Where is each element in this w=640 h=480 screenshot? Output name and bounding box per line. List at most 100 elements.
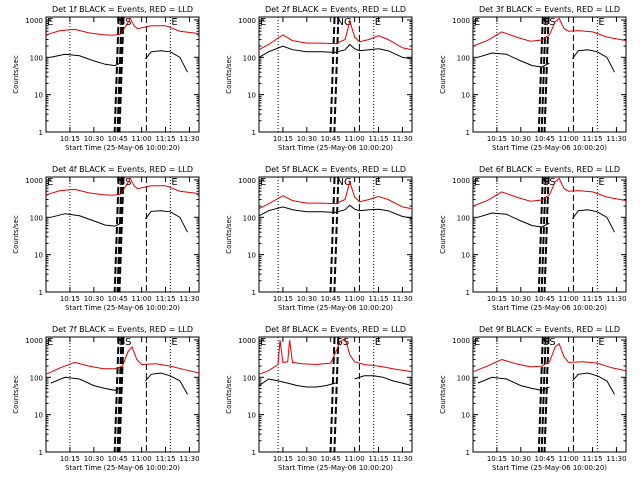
event-dashed-line	[329, 336, 336, 453]
y-axis-label: Counts/sec	[225, 55, 233, 94]
x-tick-label: 11:15	[155, 135, 175, 143]
x-tick-label: 10:45	[321, 455, 341, 463]
y-tick-label: 100	[30, 214, 43, 222]
x-tick-label: 11:00	[132, 295, 152, 303]
x-tick-label: 10:15	[60, 295, 80, 303]
event-marker-label: E	[47, 177, 53, 188]
event-dashed-line	[540, 176, 547, 293]
detector-panel: Det 8f BLACK = Events, RED = LLD 1 10 100 10…	[225, 325, 413, 472]
events-series-line	[477, 52, 550, 68]
y-tick-label: 1000	[452, 17, 470, 25]
event-dashed-line	[333, 16, 340, 133]
x-tick-label: 10:30	[297, 295, 317, 303]
y-axis-label: Counts/sec	[439, 375, 447, 414]
y-tick-label: 1	[466, 289, 470, 297]
x-tick-label: 11:00	[559, 295, 579, 303]
y-tick-label: 10	[461, 252, 470, 260]
y-axis-label: Counts/sec	[439, 215, 447, 254]
detector-panel: Det 5f BLACK = Events, RED = LLD 1 10 100 10…	[225, 165, 413, 312]
event-marker-label: E	[375, 177, 381, 188]
x-tick-label: 11:00	[559, 135, 579, 143]
plot-frame	[45, 176, 200, 293]
x-tick-label: 11:15	[582, 455, 602, 463]
x-tick-label: 11:30	[179, 135, 199, 143]
x-tick-label: 10:15	[273, 455, 293, 463]
event-marker-label: E	[598, 337, 604, 348]
y-tick-label: 100	[243, 374, 256, 382]
lld-series-line	[45, 17, 200, 36]
events-series-line	[50, 53, 123, 67]
x-axis-label: Start Time (25-May-06 10:00:20)	[65, 304, 180, 312]
x-tick-label: 10:45	[108, 455, 128, 463]
event-dashed-line	[537, 176, 544, 293]
plot-frame	[258, 336, 413, 453]
event-marker-label: E	[598, 177, 604, 188]
panel-title: Det 2f BLACK = Events, RED = LLD	[265, 5, 406, 14]
y-tick-label: 100	[457, 374, 470, 382]
events-series-line	[145, 50, 188, 73]
y-tick-label: 10	[247, 252, 256, 260]
plot-frame	[45, 336, 200, 453]
detector-panel: Det 9f BLACK = Events, RED = LLD 1 10 100 10…	[439, 325, 627, 472]
x-tick-label: 11:15	[368, 455, 388, 463]
panel-title: Det 3f BLACK = Events, RED = LLD	[479, 5, 620, 14]
events-series-line	[50, 213, 123, 227]
event-dashed-line	[118, 336, 125, 453]
x-tick-label: 10:30	[511, 295, 531, 303]
events-series-line	[354, 375, 413, 387]
y-tick-label: 100	[457, 54, 470, 62]
x-tick-label: 10:45	[321, 295, 341, 303]
x-tick-label: 11:00	[132, 455, 152, 463]
event-marker-label: SS	[337, 337, 350, 348]
x-tick-label: 10:15	[487, 135, 507, 143]
x-axis-label: Start Time (25-May-06 10:00:20)	[278, 464, 393, 472]
x-tick-label: 11:30	[392, 455, 412, 463]
x-tick-label: 10:30	[511, 135, 531, 143]
event-marker-label: E	[47, 337, 53, 348]
event-dashed-line	[116, 336, 123, 453]
y-tick-label: 10	[34, 252, 43, 260]
detector-panel: Det 1f BLACK = Events, RED = LLD 1 10 100 10…	[12, 5, 200, 152]
x-tick-label: 10:15	[60, 135, 80, 143]
panel-title: Det 6f BLACK = Events, RED = LLD	[479, 165, 620, 174]
lld-series-line	[258, 179, 413, 210]
y-tick-label: 1000	[25, 177, 43, 185]
event-dashed-line	[543, 16, 550, 133]
x-axis-label: Start Time (25-May-06 10:00:20)	[492, 464, 607, 472]
x-tick-label: 11:30	[606, 295, 626, 303]
panel-title: Det 4f BLACK = Events, RED = LLD	[52, 165, 193, 174]
y-tick-label: 1000	[452, 177, 470, 185]
detector-panel: Det 7f BLACK = Events, RED = LLD 1 10 100 10…	[12, 325, 200, 472]
x-tick-label: 11:15	[155, 295, 175, 303]
x-tick-label: 10:30	[84, 135, 104, 143]
y-axis-label: Counts/sec	[439, 55, 447, 94]
x-axis-label: Start Time (25-May-06 10:00:20)	[492, 144, 607, 152]
plot-frame	[472, 336, 627, 453]
event-marker-label: NG	[337, 177, 352, 188]
y-axis-label: Counts/sec	[12, 375, 20, 414]
x-tick-label: 10:30	[84, 295, 104, 303]
y-tick-label: 10	[461, 92, 470, 100]
events-series-line	[258, 378, 336, 388]
x-tick-label: 10:15	[487, 295, 507, 303]
x-axis-label: Start Time (25-May-06 10:00:20)	[278, 144, 393, 152]
x-tick-label: 10:15	[273, 135, 293, 143]
x-tick-label: 10:15	[487, 455, 507, 463]
detector-panel: Det 6f BLACK = Events, RED = LLD 1 10 100 10…	[439, 165, 627, 312]
y-tick-label: 100	[243, 54, 256, 62]
x-tick-label: 11:30	[179, 455, 199, 463]
event-marker-label: SS	[119, 177, 132, 188]
event-dashed-line	[113, 16, 120, 133]
x-tick-label: 10:30	[84, 455, 104, 463]
y-tick-label: 10	[34, 92, 43, 100]
x-tick-label: 11:15	[582, 295, 602, 303]
x-axis-label: Start Time (25-May-06 10:00:20)	[65, 464, 180, 472]
event-marker-label: E	[47, 17, 53, 28]
detector-panel: Det 4f BLACK = Events, RED = LLD 1 10 100 10…	[12, 165, 200, 312]
y-tick-label: 1000	[25, 17, 43, 25]
event-dashed-line	[113, 176, 120, 293]
x-tick-label: 10:15	[60, 455, 80, 463]
y-tick-label: 10	[247, 92, 256, 100]
event-marker-label: SS	[119, 337, 132, 348]
x-tick-label: 10:45	[535, 455, 555, 463]
